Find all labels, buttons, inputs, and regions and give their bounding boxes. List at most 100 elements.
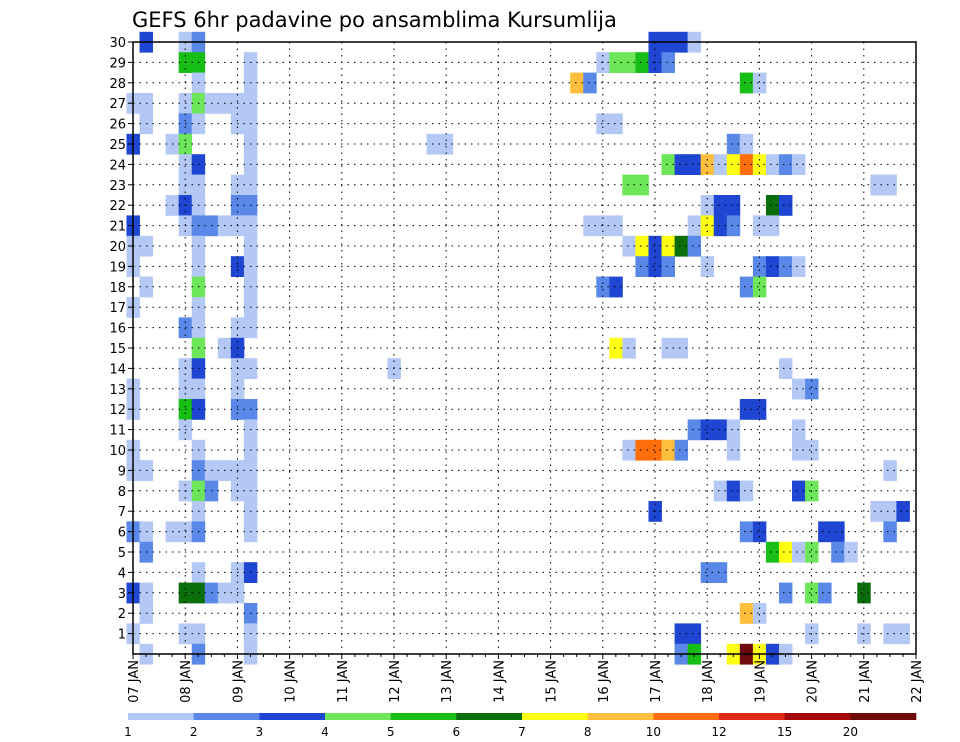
colorbar-label: 12 xyxy=(711,725,726,739)
heatmap-cell xyxy=(635,256,649,277)
heatmap-cell xyxy=(609,113,623,135)
heatmap-cell xyxy=(661,52,675,73)
x-tick-label: 08 JAN xyxy=(179,660,194,703)
heatmap-cell xyxy=(635,235,649,257)
heatmap-cell xyxy=(792,419,806,441)
x-tick-label: 22 JAN xyxy=(910,660,925,703)
heatmap-cell xyxy=(726,133,741,155)
heatmap-cell xyxy=(609,52,623,73)
heatmap-cell xyxy=(752,603,767,624)
heatmap-cell xyxy=(700,154,715,175)
heatmap-cell xyxy=(713,419,728,441)
colorbar-swatch xyxy=(259,713,326,720)
y-tick-label: 11 xyxy=(109,424,126,439)
y-axis-ticks: 1234567891011121314151617181920212223242… xyxy=(109,36,133,643)
heatmap-cell xyxy=(805,439,819,461)
x-tick-label: 14 JAN xyxy=(492,660,507,703)
heatmap-cell xyxy=(648,235,662,257)
heatmap-cell xyxy=(752,521,767,543)
heatmap-cell xyxy=(661,337,675,359)
heatmap-cell xyxy=(596,215,610,237)
heatmap-cell xyxy=(778,541,793,563)
heatmap-cell xyxy=(726,439,741,461)
y-tick-label: 17 xyxy=(109,301,126,316)
heatmap-cell xyxy=(792,378,806,400)
x-tick-label: 13 JAN xyxy=(440,660,455,703)
heatmap-cell xyxy=(726,195,741,216)
colorbar-swatch xyxy=(522,713,588,720)
heatmap-cell xyxy=(713,154,728,175)
y-tick-label: 13 xyxy=(109,383,126,398)
heatmap-cell xyxy=(609,215,623,237)
y-tick-label: 5 xyxy=(118,546,126,561)
x-tick-label: 07 JAN xyxy=(127,660,142,703)
colorbar-label: 3 xyxy=(256,725,264,739)
y-tick-label: 14 xyxy=(109,362,126,377)
x-tick-label: 19 JAN xyxy=(753,660,768,703)
heatmap-cell xyxy=(870,501,884,522)
heatmap-cell xyxy=(883,174,897,196)
heatmap-cell xyxy=(726,419,741,441)
y-tick-label: 12 xyxy=(109,403,126,418)
heatmap-cell xyxy=(792,154,806,175)
heatmap-cell xyxy=(674,154,689,175)
heatmap-cell xyxy=(778,154,793,175)
colorbar-label: 10 xyxy=(646,725,661,739)
colorbar-swatch xyxy=(653,713,720,720)
y-tick-label: 27 xyxy=(109,97,126,112)
heatmap-cell xyxy=(609,337,623,359)
heatmap-cell xyxy=(661,256,675,277)
heatmap-cell xyxy=(752,154,767,175)
colorbar-label: 20 xyxy=(843,725,858,739)
y-tick-label: 20 xyxy=(109,240,126,255)
heatmap-cell xyxy=(739,480,754,502)
heatmap-cell xyxy=(883,521,897,543)
heatmap-cell xyxy=(687,419,702,441)
colorbar-label: 5 xyxy=(387,725,395,739)
colorbar-swatch xyxy=(325,713,391,720)
x-tick-label: 15 JAN xyxy=(545,660,560,703)
chart-title: GEFS 6hr padavine po ansamblima Kursumli… xyxy=(132,8,617,32)
colorbar-swatch xyxy=(784,713,851,720)
heatmap-cell xyxy=(687,154,702,175)
y-tick-label: 22 xyxy=(109,199,126,214)
heatmap-cell xyxy=(687,623,702,645)
colorbar-swatch xyxy=(587,713,654,720)
heatmap-cell xyxy=(752,399,767,420)
y-tick-label: 15 xyxy=(109,342,126,357)
y-tick-label: 25 xyxy=(109,138,126,153)
heatmap-cell xyxy=(674,439,689,461)
heatmap-cell xyxy=(752,256,767,277)
x-tick-label: 11 JAN xyxy=(336,660,351,703)
heatmap-cell xyxy=(661,154,675,175)
heatmap-cell xyxy=(831,521,845,543)
heatmap-cell xyxy=(726,154,741,175)
heatmap-cell xyxy=(818,582,832,604)
heatmap-cell xyxy=(635,52,649,73)
heatmap-cell xyxy=(792,439,806,461)
heatmap-cell xyxy=(896,623,910,645)
y-tick-label: 6 xyxy=(118,526,126,541)
y-tick-label: 4 xyxy=(118,566,126,581)
x-tick-label: 20 JAN xyxy=(806,660,821,703)
y-tick-label: 29 xyxy=(109,56,126,71)
colorbar-swatch xyxy=(719,713,785,720)
y-tick-label: 28 xyxy=(109,77,126,92)
colorbar-swatch xyxy=(390,713,457,720)
heatmap-cell xyxy=(739,603,754,624)
heatmap-cell xyxy=(765,256,780,277)
y-tick-label: 30 xyxy=(109,36,126,51)
heatmap-cell xyxy=(765,215,780,237)
heatmap-cell xyxy=(792,256,806,277)
x-tick-label: 10 JAN xyxy=(284,660,299,703)
colorbar-label: 8 xyxy=(584,725,592,739)
heatmap-cell xyxy=(609,276,623,298)
heatmap-cell xyxy=(765,541,780,563)
colorbar-label: 6 xyxy=(453,725,461,739)
y-tick-label: 2 xyxy=(118,607,126,622)
heatmap-cell xyxy=(622,52,636,73)
heatmap-cell xyxy=(648,439,662,461)
heatmap-cell xyxy=(583,72,597,94)
heatmap-cell xyxy=(752,215,767,237)
